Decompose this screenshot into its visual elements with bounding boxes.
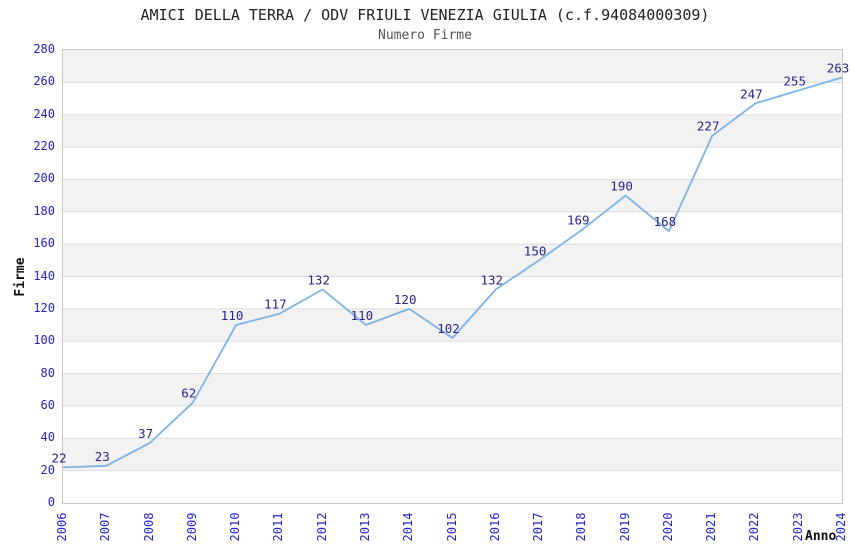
x-axis-title: Anno [805, 529, 837, 544]
y-tick-label: 260 [33, 74, 55, 89]
point-value-label: 169 [567, 213, 590, 228]
y-tick-label: 280 [33, 42, 55, 56]
y-tick-label: 200 [33, 171, 55, 186]
background-band [63, 373, 842, 406]
y-tick-label: 100 [33, 333, 55, 348]
point-value-label: 227 [697, 119, 720, 134]
data-line [62, 76, 843, 469]
point-value-label: 110 [351, 308, 374, 323]
point-value-label: 120 [394, 292, 417, 307]
background-band [63, 50, 842, 83]
point-value-label: 110 [221, 308, 244, 323]
point-value-label: 263 [827, 61, 850, 76]
background-band [63, 438, 842, 471]
point-value-label: 37 [138, 426, 153, 441]
y-tick-label: 20 [40, 462, 55, 477]
y-tick-label: 60 [40, 397, 55, 412]
y-tick-label: 240 [33, 106, 55, 121]
point-value-label: 117 [264, 297, 287, 312]
point-value-label: 168 [654, 214, 677, 229]
point-value-label: 247 [740, 86, 763, 101]
y-tick-label: 40 [40, 430, 55, 445]
point-value-label: 23 [95, 449, 110, 464]
point-value-label: 132 [481, 272, 504, 287]
point-value-label: 255 [783, 73, 806, 88]
y-tick-label: 120 [33, 300, 55, 315]
y-tick-label: 140 [33, 268, 55, 283]
point-value-label: 102 [437, 321, 460, 336]
background-band [63, 244, 842, 277]
point-value-label: 22 [51, 450, 66, 465]
point-value-label: 62 [181, 386, 196, 401]
plot-area: 22 23 37 62 110 117 132 110 120 102 132 150 169 190 16… [51, 49, 849, 504]
y-tick-label: 80 [40, 365, 55, 380]
y-tick-label: 0 [47, 495, 55, 509]
point-value-label: 150 [524, 243, 547, 258]
y-tick-label: 180 [33, 203, 55, 218]
chart-subtitle: Numero Firme [378, 28, 472, 43]
background-band [63, 114, 842, 148]
point-value-label: 190 [610, 179, 633, 194]
y-tick-label: 220 [33, 139, 55, 154]
y-tick-label: 160 [33, 236, 55, 251]
point-value-label: 132 [307, 272, 330, 287]
chart-title: AMICI DELLA TERRA / ODV FRIULI VENEZIA G… [140, 6, 710, 24]
background-band [63, 179, 842, 212]
background-band [63, 308, 842, 342]
line-series-svg: 22 23 37 62 110 117 132 110 120 102 132 150 169 190 16… [51, 50, 849, 472]
